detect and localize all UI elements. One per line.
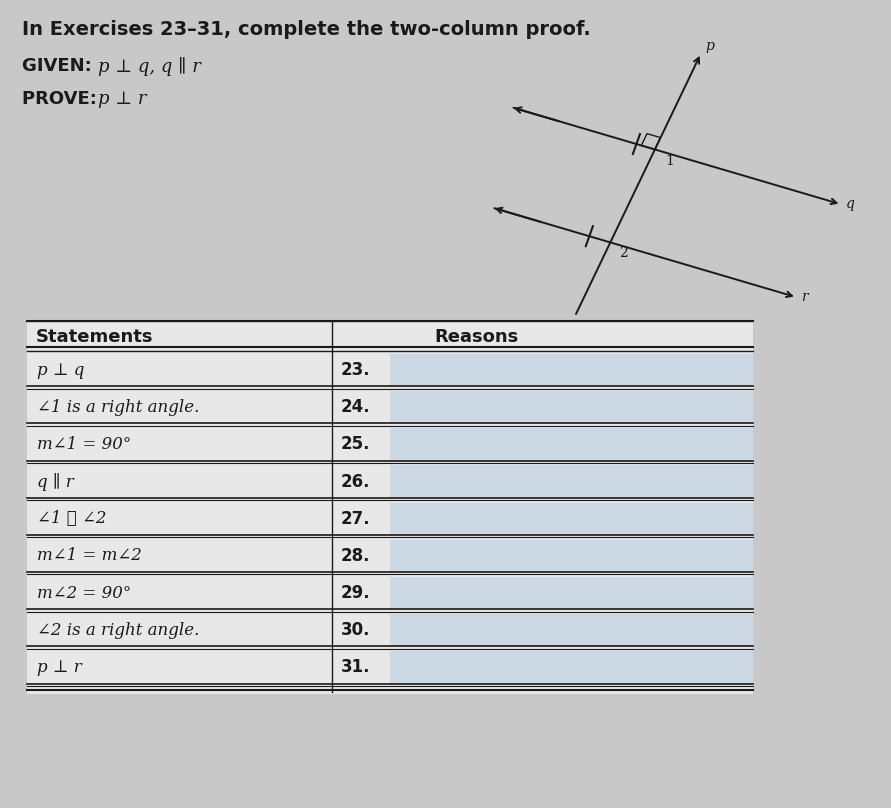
Bar [389,391,753,423]
Text: 28.: 28. [340,547,370,565]
Text: m∠2 = 90°: m∠2 = 90° [37,584,132,602]
Text: 30.: 30. [340,621,370,639]
Bar [389,428,753,461]
Text: Statements: Statements [36,328,153,346]
Bar [389,577,753,609]
Bar [389,651,753,684]
Text: p ⊥ q: p ⊥ q [37,361,85,379]
Text: ∠1 is a right angle.: ∠1 is a right angle. [37,398,200,416]
Text: PROVE:: PROVE: [22,90,103,108]
Text: p ⊥ r: p ⊥ r [37,659,82,676]
Bar [389,465,753,498]
Text: 1: 1 [666,154,674,167]
Text: 25.: 25. [340,436,370,453]
Text: ∠2 is a right angle.: ∠2 is a right angle. [37,621,200,639]
Text: Reasons: Reasons [434,328,519,346]
Bar [27,323,753,694]
Text: m∠1 = m∠2: m∠1 = m∠2 [37,547,143,565]
Text: p ⊥ r: p ⊥ r [98,90,146,108]
Text: 24.: 24. [340,398,371,416]
Text: 27.: 27. [340,510,371,528]
Bar [389,503,753,535]
Bar [389,354,753,386]
Text: m∠1 = 90°: m∠1 = 90° [37,436,132,453]
Text: q: q [846,197,854,212]
Text: 26.: 26. [340,473,370,490]
Bar [389,614,753,646]
Text: q ∥ r: q ∥ r [37,473,74,490]
Text: r: r [801,290,808,305]
Text: GIVEN:: GIVEN: [22,57,98,74]
Bar [389,540,753,572]
Text: p ⊥ q, q ∥ r: p ⊥ q, q ∥ r [98,57,200,76]
Text: In Exercises 23–31, complete the two-column proof.: In Exercises 23–31, complete the two-col… [22,20,591,40]
Text: 23.: 23. [340,361,371,379]
Text: 31.: 31. [340,659,370,676]
Text: ∠1 ≅ ∠2: ∠1 ≅ ∠2 [37,510,107,528]
Text: 29.: 29. [340,584,371,602]
Text: 2: 2 [619,246,628,260]
Text: p: p [706,39,715,53]
